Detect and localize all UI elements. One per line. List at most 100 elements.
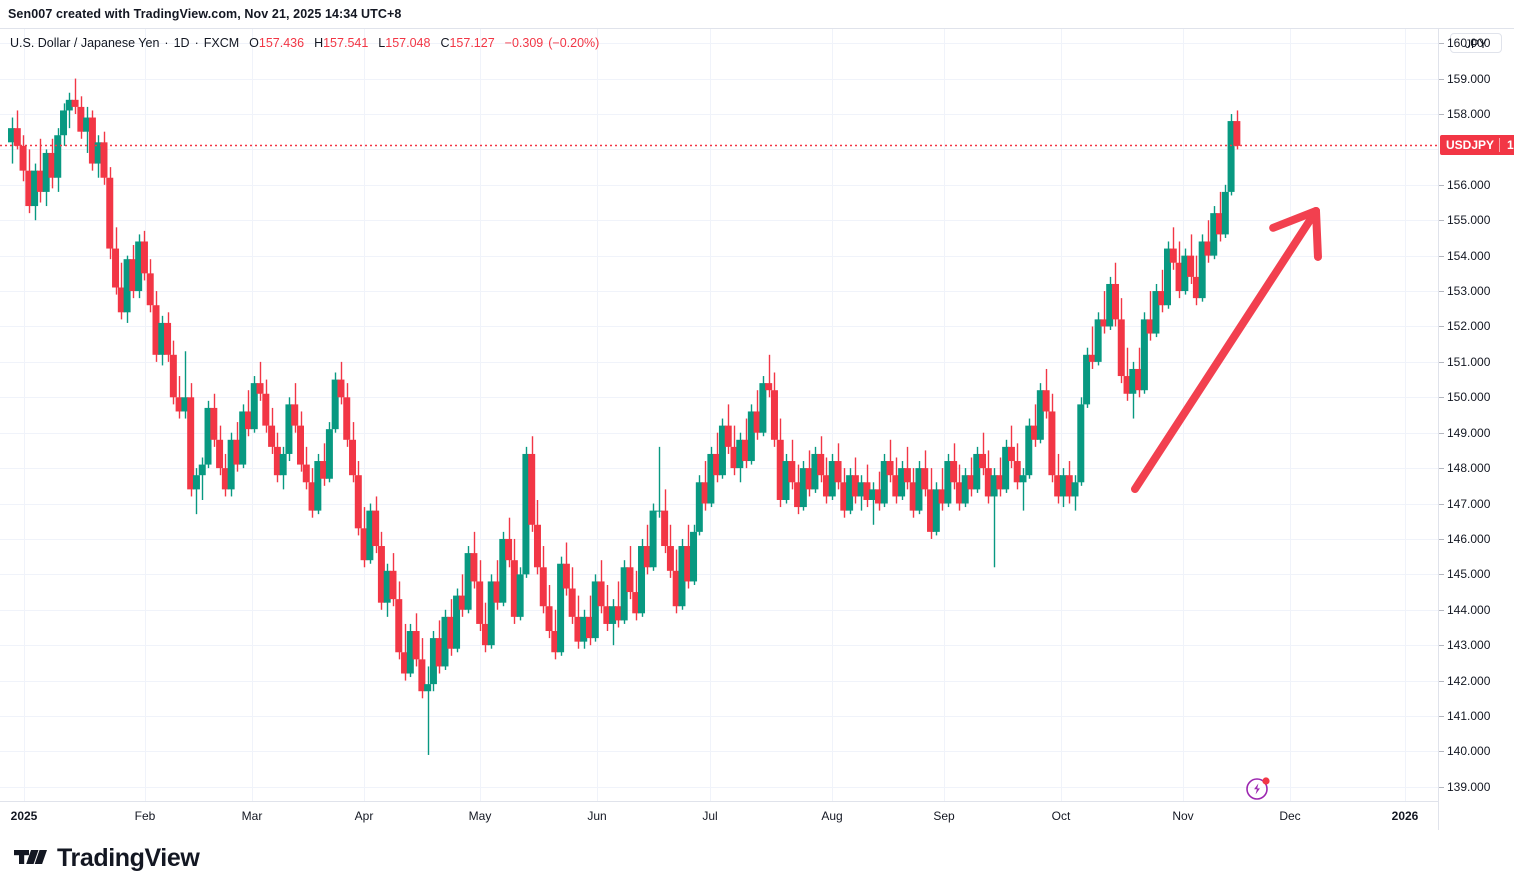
candle-body bbox=[83, 117, 91, 132]
candle-body bbox=[880, 461, 888, 504]
price-tick-label: 151.000 bbox=[1447, 354, 1491, 369]
candle-body bbox=[464, 553, 472, 610]
candle-body bbox=[1077, 404, 1085, 483]
price-tick-label: 155.000 bbox=[1447, 213, 1491, 228]
legend-interval[interactable]: 1D bbox=[173, 36, 190, 50]
candle-body bbox=[48, 152, 56, 178]
price-tick-dash bbox=[1439, 220, 1444, 222]
candle-body bbox=[759, 383, 767, 433]
price-tick-label: 141.000 bbox=[1447, 709, 1491, 723]
candle-body bbox=[984, 468, 992, 497]
candle-body bbox=[487, 581, 495, 646]
candle-body bbox=[458, 595, 466, 610]
candle-body bbox=[158, 322, 166, 355]
candle-body bbox=[747, 411, 755, 462]
candle-body bbox=[112, 248, 120, 288]
candle-body bbox=[927, 489, 935, 532]
chart-frame: U.S. Dollar / Japanese Yen · 1D · FXCM O157.4… bbox=[0, 28, 1514, 831]
candle-body bbox=[603, 606, 611, 624]
candle-body bbox=[1187, 255, 1195, 277]
candle-body bbox=[216, 439, 224, 469]
candle-body bbox=[1216, 213, 1224, 235]
candle-body bbox=[262, 393, 270, 426]
candle-body bbox=[406, 631, 414, 674]
candle-body bbox=[961, 475, 969, 504]
candle-body bbox=[938, 489, 946, 504]
legend-change-absolute: −0.309 bbox=[504, 36, 544, 50]
candle-body bbox=[1054, 475, 1062, 497]
candle-body bbox=[1158, 291, 1166, 306]
time-tick-label: Apr bbox=[354, 809, 374, 823]
price-tick-dash bbox=[1439, 397, 1444, 399]
candle-body bbox=[770, 390, 778, 440]
candle-body bbox=[811, 453, 819, 490]
candle-body bbox=[1129, 368, 1137, 394]
candle-body bbox=[684, 546, 692, 582]
candle-body bbox=[325, 429, 333, 479]
candle-body bbox=[869, 489, 877, 500]
attribution-text: Sen007 created with TradingView.com, Nov… bbox=[0, 0, 1514, 28]
replay-bolt-icon[interactable] bbox=[1245, 775, 1271, 801]
candle-body bbox=[198, 464, 206, 476]
candle-body bbox=[649, 510, 657, 568]
price-tick-dash bbox=[1439, 255, 1444, 257]
candle-body bbox=[383, 570, 391, 603]
candle-body bbox=[875, 489, 882, 504]
price-tick-dash bbox=[1439, 716, 1444, 717]
price-tick-label: 147.000 bbox=[1447, 496, 1491, 511]
candle-body bbox=[164, 322, 172, 355]
legend-open-value: 157.436 bbox=[258, 36, 305, 50]
candle-body bbox=[227, 439, 235, 490]
candle-body bbox=[568, 588, 576, 617]
candle-body bbox=[343, 397, 351, 440]
time-tick-label: 2026 bbox=[1391, 809, 1419, 823]
candle-body bbox=[828, 461, 836, 497]
current-price-value: 157.127 bbox=[1507, 137, 1514, 152]
candle-body bbox=[562, 563, 570, 589]
candle-body bbox=[805, 468, 813, 490]
candle-body bbox=[8, 128, 15, 143]
legend-open-label: O bbox=[249, 36, 259, 50]
up-trend-arrow-shaft[interactable] bbox=[1131, 207, 1320, 493]
candle-body bbox=[424, 684, 432, 692]
candle-body bbox=[967, 475, 975, 490]
candle-body bbox=[314, 461, 322, 511]
legend-symbol-description[interactable]: U.S. Dollar / Japanese Yen bbox=[10, 36, 160, 50]
price-tick-dash bbox=[1439, 574, 1444, 576]
time-scale[interactable]: 2025 Feb Mar Apr May Jun Jul Aug Sep Oct Nov Dec 202… bbox=[0, 801, 1438, 831]
candle-body bbox=[545, 606, 553, 632]
currency-badge[interactable]: JPY bbox=[1450, 33, 1502, 53]
candle-body bbox=[354, 475, 362, 529]
legend-change-percent: (−0.20%) bbox=[548, 36, 600, 50]
price-tick-dash bbox=[1439, 78, 1444, 80]
candle-body bbox=[19, 145, 27, 171]
candle-body bbox=[65, 99, 73, 111]
candle-body bbox=[695, 482, 703, 532]
candle-body bbox=[175, 397, 183, 412]
candle-body bbox=[851, 475, 859, 497]
candle-body bbox=[1135, 368, 1143, 391]
price-tick-dash bbox=[1439, 609, 1444, 611]
chart-plot-area[interactable] bbox=[0, 29, 1438, 801]
candle-body bbox=[1221, 191, 1229, 235]
candle-body bbox=[100, 142, 108, 178]
candle-body bbox=[666, 546, 674, 571]
candle-body bbox=[557, 563, 565, 653]
price-tick-dash bbox=[1439, 113, 1444, 115]
price-scale[interactable]: JPY 160.000 159.000 158.000 156.000 155.000 1… bbox=[1438, 29, 1514, 831]
price-tick-dash bbox=[1439, 503, 1444, 505]
candle-body bbox=[42, 152, 50, 192]
price-tick-dash bbox=[1439, 751, 1444, 753]
candle-body bbox=[586, 616, 593, 639]
price-tick-dash bbox=[1439, 361, 1444, 363]
current-price-symbol: USDJPY bbox=[1446, 137, 1495, 152]
candle-body bbox=[25, 170, 33, 207]
time-tick-label: Aug bbox=[821, 809, 843, 823]
candle-body bbox=[1164, 248, 1171, 306]
chart-annotations-overlay bbox=[0, 144, 1438, 493]
chart-legend: U.S. Dollar / Japanese Yen · 1D · FXCM O157.4… bbox=[10, 35, 599, 51]
candle-body bbox=[1146, 319, 1154, 334]
price-tick-dash bbox=[1439, 326, 1444, 328]
candle-body bbox=[372, 510, 380, 547]
